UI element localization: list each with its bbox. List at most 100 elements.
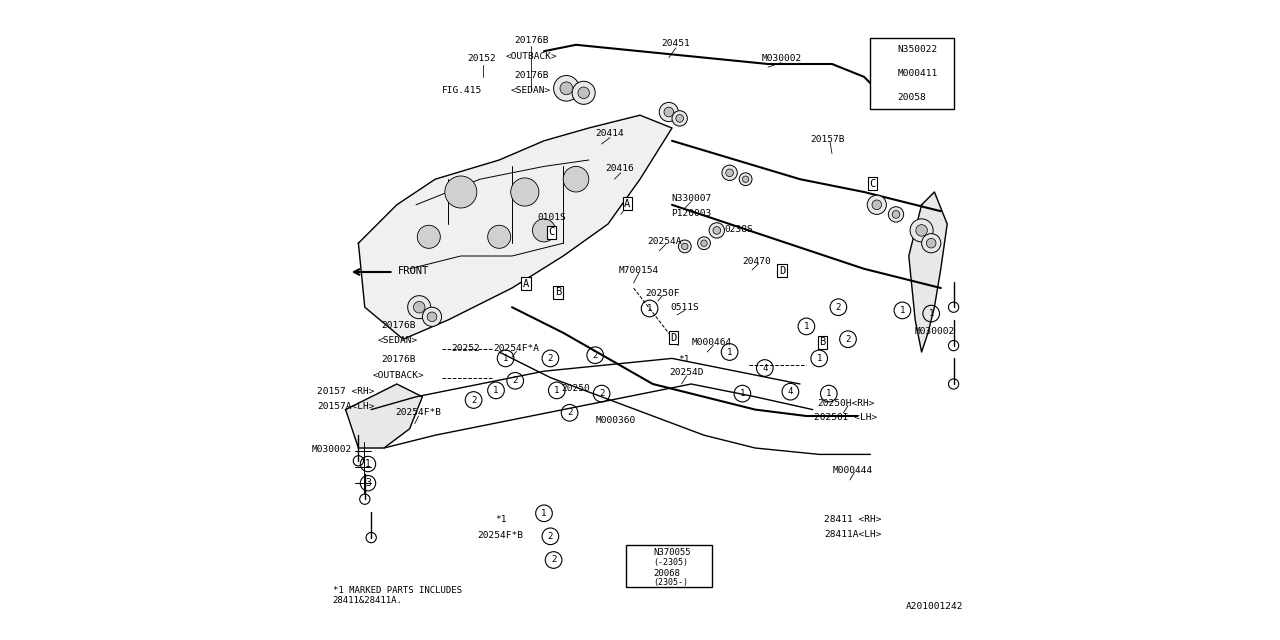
Text: 4: 4 <box>787 387 794 396</box>
Circle shape <box>888 207 904 222</box>
Text: 1: 1 <box>541 509 547 518</box>
Circle shape <box>892 211 900 218</box>
Text: M030002: M030002 <box>914 327 955 336</box>
Circle shape <box>659 102 678 122</box>
Text: 20157B: 20157B <box>810 135 845 144</box>
Circle shape <box>709 223 724 238</box>
Text: 20451: 20451 <box>662 39 690 48</box>
Circle shape <box>422 307 442 326</box>
Text: P120003: P120003 <box>671 209 712 218</box>
Text: 2: 2 <box>593 351 598 360</box>
Text: 20254A: 20254A <box>648 237 681 246</box>
Circle shape <box>678 240 691 253</box>
Circle shape <box>701 240 708 246</box>
Text: FIG.415: FIG.415 <box>442 86 483 95</box>
Text: 0511S: 0511S <box>671 303 699 312</box>
Text: *1 MARKED PARTS INCLUDES
28411&28411A.: *1 MARKED PARTS INCLUDES 28411&28411A. <box>333 586 462 605</box>
Circle shape <box>726 169 733 177</box>
Text: B: B <box>556 287 561 298</box>
Text: N370055: N370055 <box>654 548 691 557</box>
Circle shape <box>916 225 927 236</box>
Text: A: A <box>524 278 529 289</box>
Polygon shape <box>358 115 672 339</box>
Text: 2: 2 <box>599 389 604 398</box>
Text: 28411A<LH>: 28411A<LH> <box>824 530 882 539</box>
Text: 2: 2 <box>512 376 518 385</box>
Text: 2: 2 <box>878 69 884 78</box>
Text: 20250I <LH>: 20250I <LH> <box>814 413 878 422</box>
Text: M000444: M000444 <box>833 466 873 475</box>
Polygon shape <box>909 192 947 352</box>
Text: 1: 1 <box>365 459 371 469</box>
Text: FRONT: FRONT <box>398 266 429 276</box>
Text: N350022: N350022 <box>897 45 937 54</box>
Circle shape <box>488 225 511 248</box>
Text: <SEDAN>: <SEDAN> <box>511 86 552 95</box>
Text: 20250H<RH>: 20250H<RH> <box>818 399 874 408</box>
Text: 2: 2 <box>548 354 553 363</box>
Text: 20252: 20252 <box>452 344 480 353</box>
Circle shape <box>561 82 573 95</box>
Text: 2: 2 <box>836 303 841 312</box>
Text: 1: 1 <box>817 354 822 363</box>
Text: A: A <box>625 198 630 209</box>
Text: 20254F*B: 20254F*B <box>396 408 440 417</box>
Text: 1: 1 <box>740 389 745 398</box>
Text: 1: 1 <box>928 309 934 318</box>
Circle shape <box>698 237 710 250</box>
FancyBboxPatch shape <box>870 38 954 109</box>
Text: 1: 1 <box>804 322 809 331</box>
Circle shape <box>511 178 539 206</box>
Text: 28411 <RH>: 28411 <RH> <box>824 515 882 524</box>
Text: 20176B: 20176B <box>381 321 415 330</box>
Text: M030002: M030002 <box>762 54 803 63</box>
Text: 4: 4 <box>635 572 640 581</box>
Text: 20414: 20414 <box>595 129 623 138</box>
Text: 2: 2 <box>567 408 572 417</box>
Circle shape <box>445 176 477 208</box>
Circle shape <box>922 234 941 253</box>
Polygon shape <box>346 384 422 448</box>
Text: D: D <box>780 266 785 276</box>
Circle shape <box>910 219 933 242</box>
Text: D: D <box>671 333 676 343</box>
Text: M000360: M000360 <box>595 416 636 425</box>
Text: 20250: 20250 <box>562 384 590 393</box>
Text: 1: 1 <box>493 386 499 395</box>
Text: 20157A<LH>: 20157A<LH> <box>317 402 374 411</box>
Text: N330007: N330007 <box>671 194 712 203</box>
Text: 1: 1 <box>727 348 732 356</box>
Text: 20068: 20068 <box>654 569 680 578</box>
Text: 20157 <RH>: 20157 <RH> <box>317 387 374 396</box>
Circle shape <box>413 301 425 313</box>
Circle shape <box>722 165 737 180</box>
Text: M000411: M000411 <box>897 69 937 78</box>
Text: 20176B: 20176B <box>515 71 548 80</box>
Text: 2: 2 <box>550 556 557 564</box>
Circle shape <box>872 200 882 210</box>
Circle shape <box>681 243 689 250</box>
Text: 20254F*B: 20254F*B <box>477 531 524 540</box>
Text: 2: 2 <box>548 532 553 541</box>
Text: 3: 3 <box>878 93 884 102</box>
Text: (-2305): (-2305) <box>654 557 689 566</box>
Circle shape <box>740 173 753 186</box>
Text: 20416: 20416 <box>605 164 634 173</box>
Text: 1: 1 <box>503 354 508 363</box>
Circle shape <box>553 76 579 101</box>
Text: 20254F*A: 20254F*A <box>494 344 539 353</box>
Text: 1: 1 <box>646 304 653 313</box>
Circle shape <box>713 227 721 234</box>
Text: 1: 1 <box>878 45 884 54</box>
Text: 20152: 20152 <box>467 54 495 63</box>
Circle shape <box>572 81 595 104</box>
Text: 20254D: 20254D <box>669 368 703 377</box>
Text: 0101S: 0101S <box>538 213 566 222</box>
Text: 4: 4 <box>635 551 640 560</box>
Text: <SEDAN>: <SEDAN> <box>378 336 419 345</box>
Circle shape <box>868 195 886 214</box>
Text: <OUTBACK>: <OUTBACK> <box>506 52 557 61</box>
Text: M000464: M000464 <box>691 338 732 347</box>
Text: 2: 2 <box>471 396 476 404</box>
Circle shape <box>417 225 440 248</box>
